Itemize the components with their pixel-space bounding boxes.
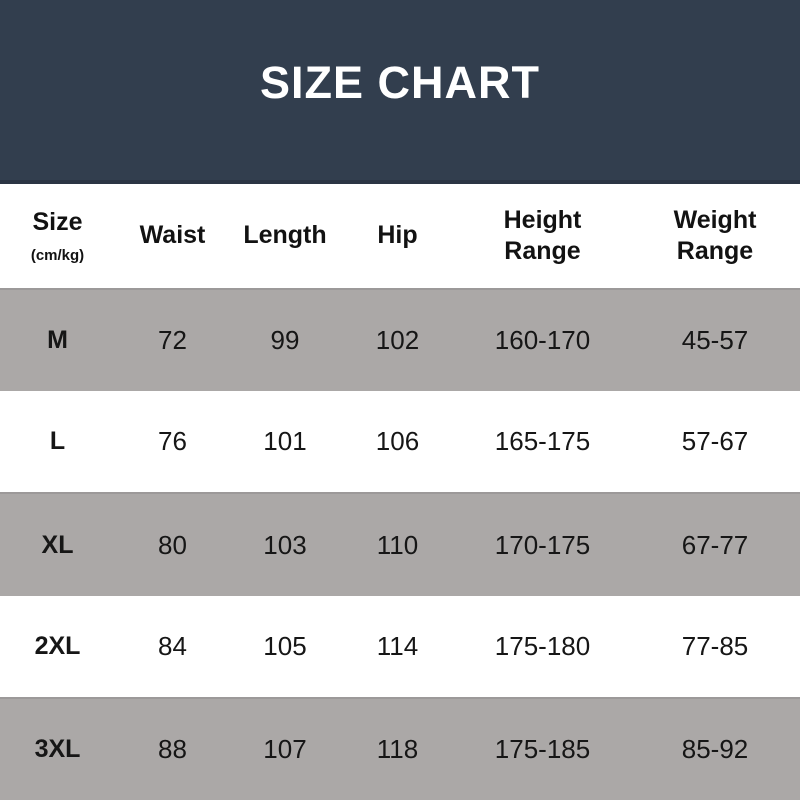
- cell-waist: 88: [158, 733, 187, 764]
- cell-hip: 102: [375, 325, 420, 356]
- table-row-3xl: 3XL 88 107 118 175-185 85-92: [0, 696, 800, 800]
- table-row-l: L 76 101 106 165-175 57-67: [0, 391, 800, 493]
- cell-length: 101: [263, 426, 307, 457]
- column-header-waist-label: Waist: [139, 221, 206, 250]
- column-header-size-unit: (cm/kg): [30, 246, 85, 264]
- cell-height-range: 160-170: [494, 325, 591, 356]
- table-row-xl: XL 80 103 110 170-175 67-77: [0, 492, 800, 596]
- cell-length: 103: [263, 529, 307, 560]
- cell-height-range: 175-185: [494, 733, 591, 764]
- cell-waist: 80: [158, 529, 187, 560]
- cell-size: 2XL: [34, 631, 81, 660]
- cell-height-range: 165-175: [494, 426, 591, 457]
- size-table: Size (cm/kg) Waist Length Hip Height Ran…: [0, 184, 800, 800]
- cell-size: M: [47, 326, 68, 355]
- cell-waist: 72: [158, 325, 187, 356]
- cell-size: L: [49, 427, 66, 456]
- column-header-height-range: Height Range: [455, 205, 630, 268]
- column-header-size: Size (cm/kg): [0, 207, 115, 266]
- cell-hip: 118: [376, 733, 419, 764]
- cell-height-range: 170-175: [494, 529, 591, 560]
- column-header-waist: Waist: [115, 220, 230, 251]
- cell-hip: 110: [376, 529, 419, 560]
- table-row-2xl: 2XL 84 105 114 175-180 77-85: [0, 595, 800, 697]
- column-header-length: Length: [230, 220, 340, 251]
- column-header-hip: Hip: [340, 220, 455, 251]
- cell-length: 105: [263, 630, 307, 661]
- cell-size: XL: [41, 530, 74, 559]
- table-header-row: Size (cm/kg) Waist Length Hip Height Ran…: [0, 184, 800, 288]
- cell-length: 99: [270, 325, 300, 356]
- column-header-size-label: Size: [32, 207, 83, 236]
- column-header-weight-range-label: Weight Range: [673, 205, 757, 265]
- cell-weight-range: 85-92: [681, 733, 749, 764]
- page-title: SIZE CHART: [260, 57, 540, 108]
- cell-hip: 106: [375, 426, 420, 457]
- title-banner: SIZE CHART: [0, 0, 800, 184]
- cell-height-range: 175-180: [494, 630, 591, 661]
- cell-waist: 76: [158, 426, 187, 457]
- cell-weight-range: 57-67: [681, 426, 749, 457]
- cell-length: 107: [263, 733, 307, 764]
- table-row-m: M 72 99 102 160-170 45-57: [0, 288, 800, 392]
- column-header-length-label: Length: [243, 221, 327, 250]
- cell-waist: 84: [158, 630, 187, 661]
- cell-size: 3XL: [34, 734, 81, 763]
- column-header-weight-range: Weight Range: [630, 205, 800, 268]
- cell-weight-range: 67-77: [681, 529, 749, 560]
- column-header-height-range-label: Height Range: [503, 205, 582, 265]
- column-header-hip-label: Hip: [377, 221, 418, 250]
- cell-weight-range: 77-85: [681, 630, 749, 661]
- cell-hip: 114: [376, 630, 419, 661]
- cell-weight-range: 45-57: [681, 325, 749, 356]
